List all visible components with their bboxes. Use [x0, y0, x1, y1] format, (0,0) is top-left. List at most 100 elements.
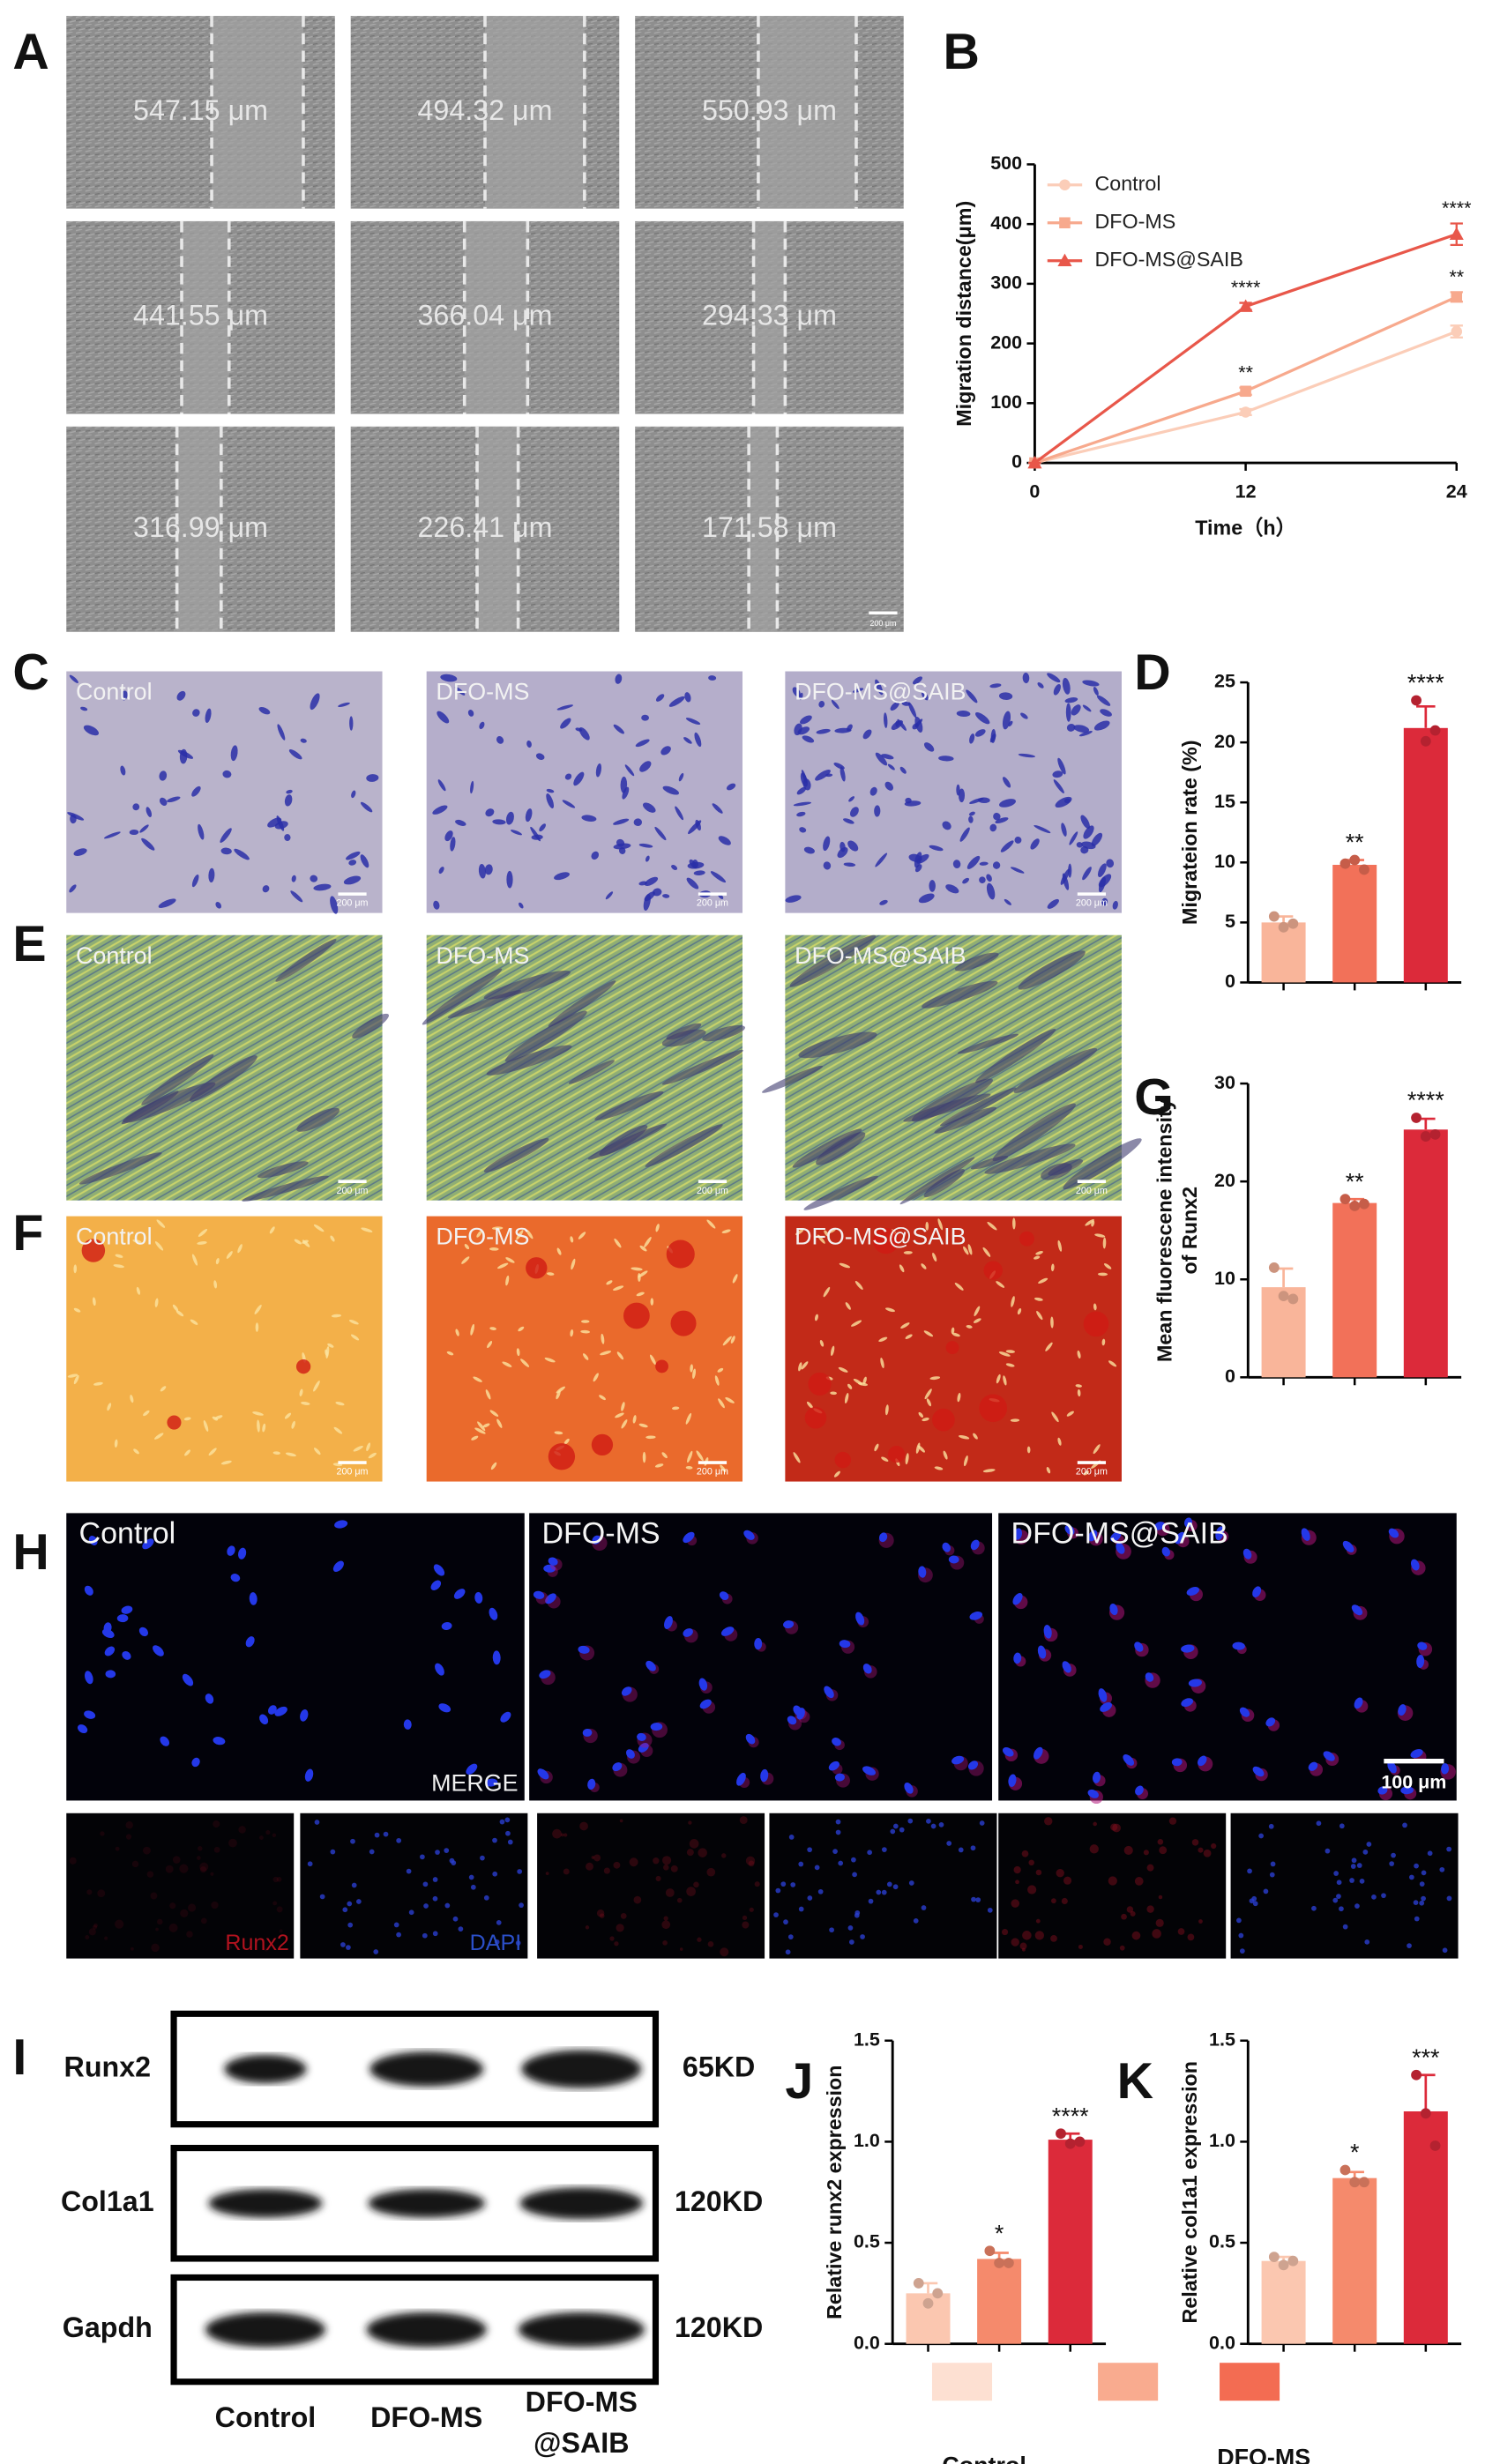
- runx2-signal: [272, 1833, 277, 1837]
- runx2-signal: [196, 1856, 201, 1860]
- nucleus: [517, 1869, 523, 1874]
- protein-name: Col1a1: [61, 2185, 154, 2217]
- cell: [1035, 1250, 1043, 1255]
- channel-image: [769, 1813, 997, 1959]
- cell: [490, 1462, 497, 1470]
- cell: [67, 812, 85, 821]
- cell: [918, 1445, 926, 1453]
- cell: [638, 1423, 648, 1428]
- cell: [631, 1267, 643, 1271]
- cell: [837, 846, 848, 859]
- cell: [968, 811, 975, 816]
- cell: [290, 890, 303, 903]
- cell: [1112, 900, 1118, 910]
- cell: [951, 1332, 960, 1337]
- runx2-signal: [104, 1936, 108, 1940]
- nucleus: [116, 1614, 129, 1623]
- data-point: [1238, 299, 1253, 312]
- cell: [301, 1401, 310, 1405]
- cell: [120, 765, 126, 776]
- runx2-signal: [1078, 1944, 1083, 1949]
- protein-band: [208, 2189, 323, 2218]
- bar: [1403, 727, 1448, 983]
- runx2-signal: [199, 1862, 209, 1872]
- cell: [845, 1302, 851, 1310]
- nodule: [568, 1060, 616, 1084]
- nucleus: [489, 1607, 498, 1620]
- cell: [258, 706, 271, 715]
- nucleus: [862, 1766, 876, 1775]
- cell: [1000, 840, 1014, 852]
- cell: [554, 1431, 563, 1435]
- cell: [208, 1448, 217, 1456]
- runx2-signal: [172, 1856, 181, 1864]
- nucleus: [432, 1877, 438, 1882]
- nucleus: [829, 1927, 834, 1933]
- nucleus: [1427, 1850, 1433, 1857]
- panel-letter: D: [1134, 644, 1170, 701]
- runx2-signal: [210, 1872, 214, 1876]
- cell: [1082, 704, 1092, 712]
- cell: [1050, 1316, 1054, 1329]
- molecular-weight: 120KD: [675, 2311, 763, 2343]
- nucleus: [1008, 1774, 1017, 1787]
- gap-width: 547.15 μm: [133, 94, 268, 126]
- nucleus: [334, 1520, 348, 1529]
- legend-marker: [1059, 179, 1071, 191]
- panel-letter: A: [12, 24, 49, 80]
- micrograph: [426, 934, 742, 1201]
- cell: [473, 1376, 482, 1382]
- cell: [1069, 831, 1078, 845]
- cell: [929, 1376, 941, 1381]
- gap-width: 171.58 μm: [702, 511, 837, 543]
- cell: [613, 724, 624, 734]
- nucleus: [191, 1757, 200, 1768]
- cell: [1038, 1277, 1048, 1284]
- nucleus: [908, 1880, 914, 1886]
- cell: [979, 861, 989, 866]
- nucleus: [492, 1650, 501, 1665]
- nucleus: [904, 1783, 914, 1794]
- runx2-signal: [1121, 1913, 1127, 1920]
- cell: [884, 1307, 895, 1313]
- nucleus: [84, 1585, 93, 1596]
- protein-band: [369, 2051, 484, 2087]
- cell: [1004, 898, 1011, 905]
- cell: [444, 830, 453, 842]
- cell: [80, 706, 88, 711]
- gap-width: 494.32 μm: [417, 94, 552, 126]
- runx2-signal: [151, 1943, 160, 1953]
- cell: [360, 854, 369, 868]
- cell: [203, 1420, 209, 1432]
- cell: [327, 1343, 334, 1348]
- runx2-signal: [614, 1941, 619, 1947]
- runx2-signal: [585, 1925, 590, 1930]
- cell: [968, 815, 974, 823]
- cell: [222, 770, 232, 778]
- nucleus: [1421, 1895, 1426, 1902]
- runx2-signal: [211, 1901, 219, 1909]
- replicate-point: [1420, 735, 1431, 747]
- cell: [133, 1448, 139, 1455]
- nodule: [123, 1082, 216, 1123]
- cell: [706, 1219, 716, 1229]
- cell: [313, 1224, 325, 1232]
- nucleus: [84, 1710, 96, 1719]
- runx2-signal: [1191, 1839, 1199, 1846]
- runx2-signal: [1134, 1877, 1144, 1886]
- cell: [979, 876, 986, 883]
- cell: [1034, 824, 1051, 834]
- cell: [801, 770, 808, 783]
- nucleus: [1100, 1701, 1113, 1712]
- cell: [470, 1323, 474, 1336]
- y-tick-label: 0.5: [1209, 2231, 1235, 2252]
- nucleus: [466, 1763, 478, 1775]
- runx2-signal: [93, 1923, 98, 1928]
- protein-band: [205, 2311, 326, 2348]
- nucleus: [1336, 1894, 1341, 1899]
- cell: [1093, 1444, 1101, 1455]
- nucleus: [1236, 1917, 1242, 1924]
- cell: [642, 802, 656, 813]
- cell: [687, 1450, 693, 1463]
- cell: [310, 875, 318, 882]
